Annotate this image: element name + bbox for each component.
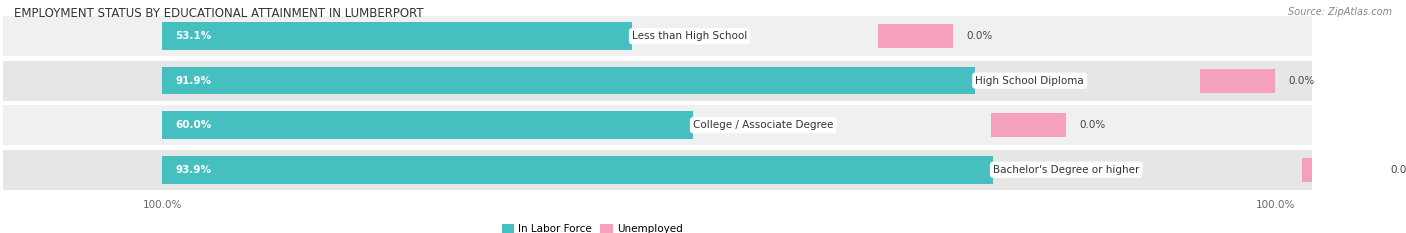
Bar — [3, 105, 1312, 145]
Text: 0.0%: 0.0% — [966, 31, 993, 41]
Text: 100.0%: 100.0% — [142, 200, 181, 210]
Text: High School Diploma: High School Diploma — [976, 76, 1084, 86]
Text: 60.0%: 60.0% — [176, 120, 211, 130]
Bar — [162, 156, 993, 184]
Bar — [3, 16, 1312, 56]
Bar — [162, 67, 976, 95]
Bar — [877, 24, 953, 48]
Bar — [3, 150, 1312, 190]
Bar — [3, 61, 1312, 101]
Text: Bachelor's Degree or higher: Bachelor's Degree or higher — [993, 165, 1139, 175]
Bar — [162, 111, 693, 139]
Bar — [991, 113, 1066, 137]
Text: 0.0%: 0.0% — [1080, 120, 1105, 130]
Text: EMPLOYMENT STATUS BY EDUCATIONAL ATTAINMENT IN LUMBERPORT: EMPLOYMENT STATUS BY EDUCATIONAL ATTAINM… — [14, 7, 423, 20]
Text: 91.9%: 91.9% — [176, 76, 211, 86]
Bar — [1201, 69, 1275, 93]
Text: College / Associate Degree: College / Associate Degree — [693, 120, 834, 130]
Bar — [1302, 158, 1376, 182]
Text: 0.0%: 0.0% — [1289, 76, 1315, 86]
Text: Source: ZipAtlas.com: Source: ZipAtlas.com — [1288, 7, 1392, 17]
Text: 93.9%: 93.9% — [176, 165, 211, 175]
Text: 53.1%: 53.1% — [176, 31, 211, 41]
Text: 0.0%: 0.0% — [1391, 165, 1406, 175]
Bar — [162, 22, 631, 50]
Text: 100.0%: 100.0% — [1256, 200, 1295, 210]
Legend: In Labor Force, Unemployed: In Labor Force, Unemployed — [502, 224, 683, 233]
Text: Less than High School: Less than High School — [631, 31, 747, 41]
